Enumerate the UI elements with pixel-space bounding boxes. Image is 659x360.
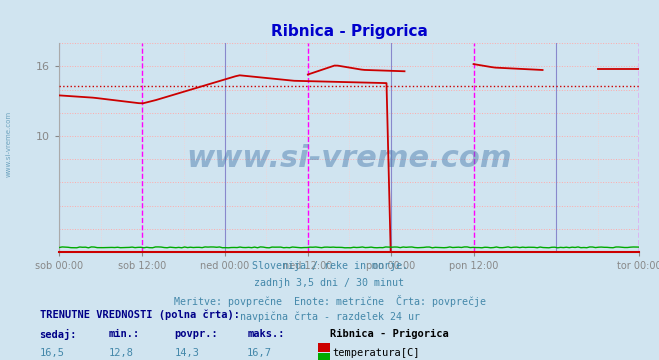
- Text: TRENUTNE VREDNOSTI (polna črta):: TRENUTNE VREDNOSTI (polna črta):: [40, 310, 239, 320]
- Text: povpr.:: povpr.:: [175, 329, 218, 339]
- Text: sedaj:: sedaj:: [40, 329, 77, 341]
- Text: navpična črta - razdelek 24 ur: navpična črta - razdelek 24 ur: [239, 312, 420, 322]
- Text: Meritve: povprečne  Enote: metrične  Črta: povprečje: Meritve: povprečne Enote: metrične Črta:…: [173, 295, 486, 307]
- Text: zadnjh 3,5 dni / 30 minut: zadnjh 3,5 dni / 30 minut: [254, 278, 405, 288]
- Text: 16,5: 16,5: [40, 348, 65, 359]
- Text: temperatura[C]: temperatura[C]: [333, 348, 420, 359]
- Title: Ribnica - Prigorica: Ribnica - Prigorica: [271, 24, 428, 39]
- Text: Ribnica - Prigorica: Ribnica - Prigorica: [330, 329, 448, 339]
- Text: 14,3: 14,3: [175, 348, 200, 359]
- Text: Slovenija / reke in morje.: Slovenija / reke in morje.: [252, 261, 407, 271]
- Text: min.:: min.:: [109, 329, 140, 339]
- Text: www.si-vreme.com: www.si-vreme.com: [5, 111, 12, 177]
- Text: 12,8: 12,8: [109, 348, 134, 359]
- Text: maks.:: maks.:: [247, 329, 285, 339]
- Text: www.si-vreme.com: www.si-vreme.com: [186, 144, 512, 172]
- Text: 16,7: 16,7: [247, 348, 272, 359]
